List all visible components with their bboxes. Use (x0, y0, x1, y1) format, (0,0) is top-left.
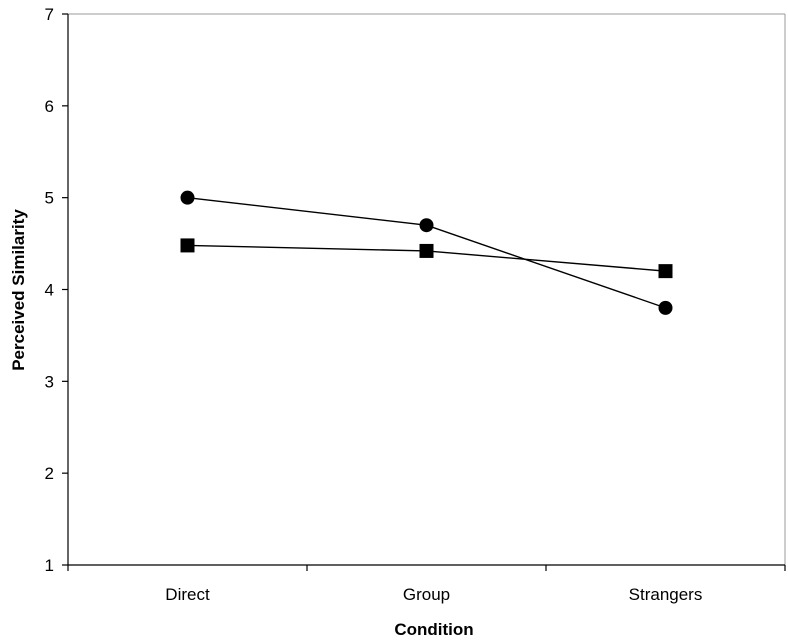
y-tick-label: 2 (45, 464, 54, 483)
y-axis-title: Perceived Similarity (9, 209, 28, 371)
y-tick-label: 1 (45, 556, 54, 575)
x-tick-label: Direct (165, 585, 210, 604)
y-tick-label: 6 (45, 97, 54, 116)
series-layer (180, 190, 673, 315)
x-tick-label: Strangers (629, 585, 703, 604)
y-tick-label: 7 (45, 5, 54, 24)
series-2-square-point (658, 264, 673, 279)
x-axis-ticks: Direct Group Strangers (67, 565, 786, 604)
x-tick-label: Group (403, 585, 450, 604)
series-1-circle-point (180, 190, 195, 205)
series-2-square-point (419, 243, 434, 258)
x-axis-title: Condition (394, 620, 473, 639)
y-tick-label: 3 (45, 372, 54, 391)
series-2-square-point (180, 238, 195, 253)
y-tick-label: 4 (45, 281, 54, 300)
series-1-circle-point (658, 300, 673, 315)
y-axis-ticks: 1 2 3 4 5 6 7 (45, 5, 68, 575)
plot-area-frame (68, 13, 786, 565)
series-1-circle-point (419, 218, 434, 233)
y-tick-label: 5 (45, 189, 54, 208)
